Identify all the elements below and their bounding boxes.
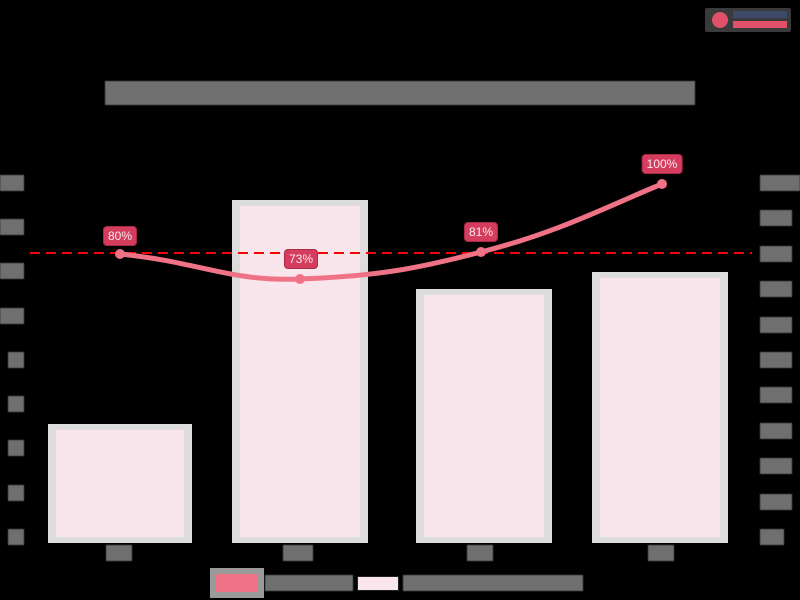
chart-title (105, 81, 695, 105)
right-axis-tick-label (760, 175, 800, 191)
right-axis-tick-label (760, 423, 792, 439)
right-axis-tick-label (760, 210, 792, 226)
right-axis-tick-label (760, 246, 792, 262)
right-axis-tick-label (760, 352, 792, 368)
right-axis-tick-label (760, 387, 792, 403)
x-axis-label (648, 545, 674, 561)
right-axis-tick-label (760, 494, 792, 510)
x-axis-label (283, 545, 313, 561)
line-point[interactable] (295, 274, 305, 284)
left-axis-tick-label (0, 263, 24, 279)
data-label: 80% (102, 226, 138, 246)
logo-text-bottom (733, 21, 787, 28)
left-axis-tick-label (0, 308, 24, 324)
legend-swatch-bar[interactable] (357, 576, 399, 591)
data-label: 73% (283, 249, 319, 269)
logo-circle-icon (712, 12, 728, 28)
line-point[interactable] (476, 247, 486, 257)
left-axis-tick-label (8, 485, 24, 501)
logo-text-top (733, 11, 787, 18)
line-point[interactable] (115, 249, 125, 259)
line-point[interactable] (657, 179, 667, 189)
left-axis-tick-label (0, 175, 24, 191)
right-axis-tick-label (760, 458, 792, 474)
legend-swatch-line[interactable] (210, 568, 264, 598)
data-label: 100% (641, 154, 683, 174)
left-axis-tick-label (8, 352, 24, 368)
left-axis-tick-label (8, 529, 24, 545)
right-axis-tick-label (760, 529, 784, 545)
legend-label-bar (403, 575, 583, 591)
right-axis-tick-label (760, 317, 792, 333)
brand-logo (705, 8, 791, 32)
bar-4[interactable] (592, 272, 728, 543)
left-axis-tick-label (8, 396, 24, 412)
x-axis-label (467, 545, 493, 561)
x-axis-label (106, 545, 132, 561)
data-label: 81% (463, 222, 499, 242)
bar-1[interactable] (48, 424, 192, 543)
right-axis-tick-label (760, 281, 792, 297)
legend-label-line (265, 575, 353, 591)
bar-3[interactable] (416, 289, 552, 543)
left-axis-tick-label (0, 219, 24, 235)
left-axis-tick-label (8, 440, 24, 456)
line-series (117, 181, 665, 282)
